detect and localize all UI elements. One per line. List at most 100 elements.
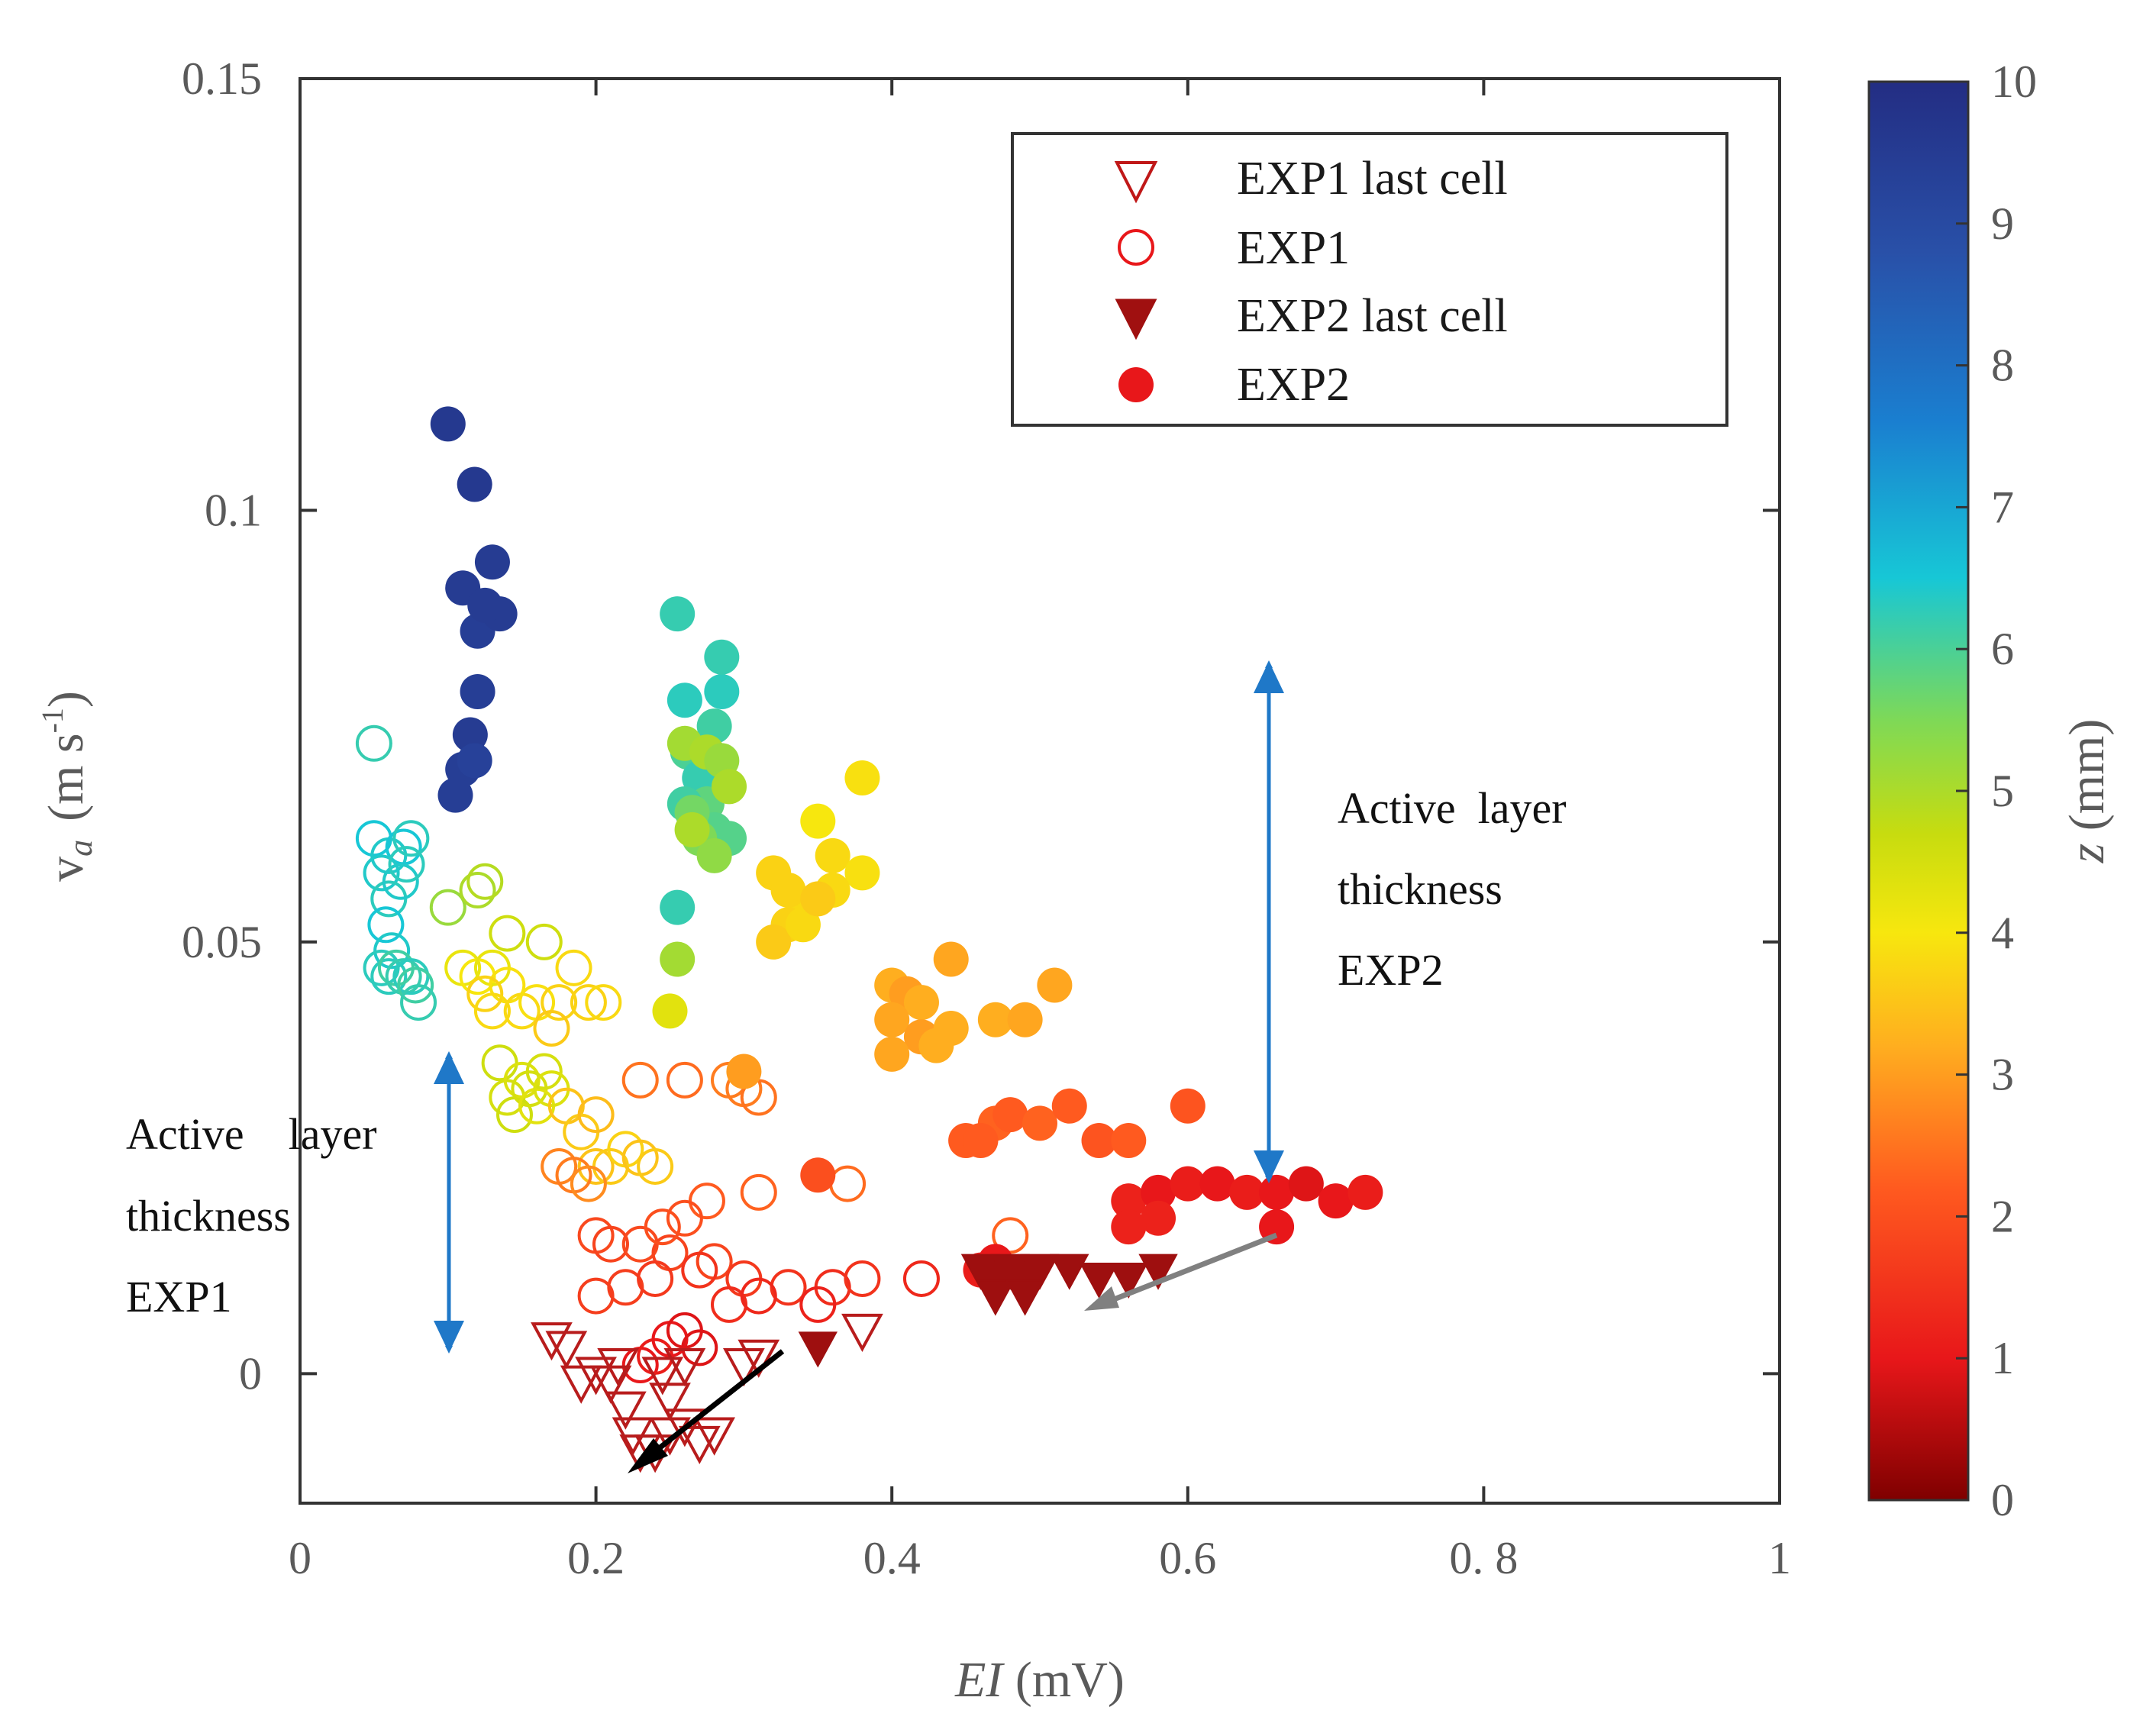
x-axis: 0 0.2 0.4 0.6 0. 8 1 [289,79,1791,1583]
exp2-arrow-bottom-head [1254,1150,1284,1183]
exp2-annotation: Active layer thickness EXP2 [1338,783,1567,995]
exp1-point-10 [370,958,408,995]
exp2-point-12 [660,596,696,632]
exp1-point-74 [844,1260,881,1297]
legend-marker-exp2-last-cell [1115,298,1157,340]
exp2-point-45 [800,881,836,917]
exp2-annotation-line2: thickness [1338,864,1502,914]
exp2-point-71 [1170,1166,1205,1202]
colorbar-gradient [1867,80,1970,1502]
colorbar-ticks: 0 1 2 3 4 5 6 7 8 9 10 [1956,56,2037,1525]
exp1-point-55 [621,1061,659,1099]
exp1-point-61 [740,1173,777,1211]
exp1-point-21 [489,915,526,952]
exp1-point-78 [681,1251,718,1289]
colorbar-label: z (mm) [2059,719,2115,864]
exp2-point-36 [815,837,850,873]
x-tick-label: 0.2 [567,1533,625,1583]
exp1-point-56 [666,1061,703,1099]
exp1-point-87 [681,1329,718,1367]
exp2-last-cell-point-5 [1020,1254,1060,1290]
exp1-point-18 [429,889,466,926]
legend: EXP1 last cell EXP1 EXP2 last cell EXP2 [1011,132,1728,427]
exp1-point-32 [555,949,592,986]
exp2-point-68 [800,1157,836,1193]
exp1-annotation-line2: thickness [126,1191,291,1241]
exp2-last-cell-point-0 [798,1331,838,1368]
exp2-point-76 [1318,1183,1354,1219]
exp2-last-cell-point-11 [1005,1279,1045,1316]
exp2-point-37 [844,855,880,891]
colorbar-tick-label: 0 [1991,1475,2014,1525]
exp1-last-cell-point-18 [597,1348,640,1387]
exp2-point-6 [467,587,503,623]
exp1-last-cell-point-19 [641,1357,684,1396]
exp2-point-58 [726,1054,762,1089]
exp2-point-13 [666,682,702,718]
exp2-point-34 [800,803,836,839]
x-tick-label: 0.4 [863,1533,921,1583]
exp1-point-65 [592,1225,629,1263]
y-tick-label: 0.15 [182,53,262,104]
exp1-last-cell-point-0 [531,1322,573,1361]
exp2-point-80 [1111,1209,1147,1245]
x-tick-label: 0.6 [1159,1533,1216,1583]
exp2-point-42 [785,907,821,943]
exp2-last-cell-point-7 [1079,1262,1119,1299]
exp1-annotation-line3: EXP1 [126,1272,232,1321]
exp1-point-13 [392,958,430,995]
exp1-point-60 [688,1183,725,1220]
exp2-point-35 [844,760,880,796]
data-points [355,406,1383,1473]
exp1-point-20 [466,863,504,900]
exp2-annotation-line1: Active layer [1338,783,1567,833]
exp2-trend-arrow [1101,1232,1278,1307]
colorbar-tick-label: 10 [1991,56,2037,107]
exp1-point-47 [577,1147,615,1185]
colorbar-tick-label: 6 [1991,624,2014,674]
exp2-point-62 [1022,1105,1057,1141]
y-tick-label: 0.1 [205,485,262,535]
exp1-point-17 [388,846,425,883]
exp2-point-63 [963,1123,999,1159]
exp2-point-49 [903,985,939,1021]
exp1-point-42 [525,1053,563,1090]
exp2-point-17 [704,673,740,709]
exp2-point-43 [770,873,806,908]
x-tick-label: 1 [1768,1533,1791,1583]
exp1-point-27 [466,975,504,1012]
legend-label-exp1: EXP1 [1237,222,1350,274]
exp1-annotation-line1: Active layer [126,1109,377,1159]
exp1-point-22 [525,923,563,960]
exp2-point-79 [1141,1200,1176,1236]
exp1-point-35 [533,1010,570,1047]
exp1-point-62 [829,1165,867,1202]
exp1-point-14 [397,966,434,1004]
exp2-point-4 [474,544,510,580]
colorbar-tick-label: 8 [1991,340,2014,391]
exp2-point-26 [674,812,710,847]
exp1-point-46 [577,1096,615,1134]
exp1-trend-arrowhead [628,1438,668,1473]
exp1-arrow-top-head [434,1052,464,1084]
exp2-point-55 [1007,1002,1043,1037]
exp2-point-33 [652,993,688,1029]
y-tick-label: 0 [239,1348,262,1399]
exp1-point-33 [570,984,607,1021]
exp2-point-70 [1141,1174,1176,1210]
exp1-last-cell-point-1 [545,1331,588,1370]
exp2-point-50 [874,1002,910,1037]
exp2-point-52 [874,1036,910,1072]
exp1-point-5 [363,854,400,892]
colorbar: 0 1 2 3 4 5 6 7 8 9 10 z (mm) [1867,56,2115,1525]
exp2-point-46 [933,941,969,977]
exp1-last-cell-point-3 [575,1357,617,1396]
exp2-annotation-line3: EXP2 [1338,945,1444,995]
exp1-point-31 [541,984,578,1021]
x-axis-label: EI (mV) [954,1652,1125,1708]
y-tick-label: 0.05 [182,917,262,967]
exp2-point-31 [660,889,696,925]
exp2-point-7 [460,673,495,709]
exp2-point-69 [1111,1183,1147,1219]
